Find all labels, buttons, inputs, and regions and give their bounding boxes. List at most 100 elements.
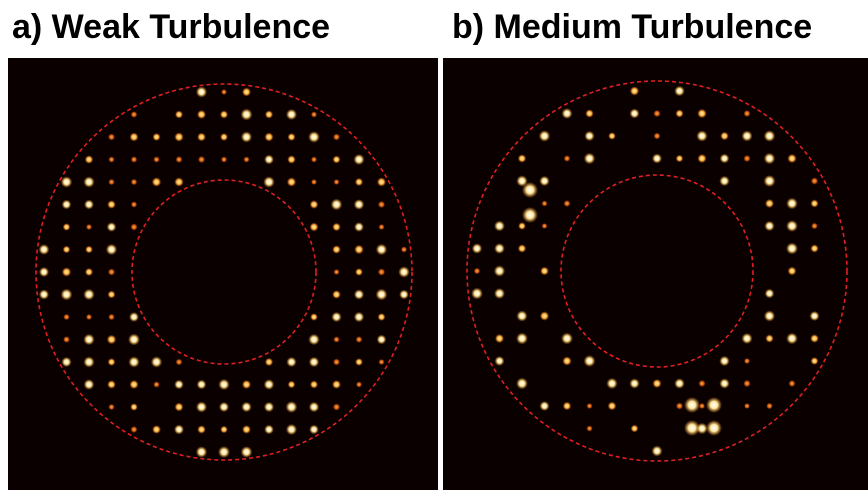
spot: [220, 110, 228, 118]
spot: [539, 130, 551, 142]
spot: [378, 313, 386, 321]
spot: [243, 156, 249, 162]
spot: [62, 200, 72, 210]
spot: [287, 133, 295, 141]
spot: [608, 132, 616, 140]
spot: [108, 358, 116, 366]
spot: [332, 245, 341, 254]
spot: [130, 223, 137, 230]
panel-a-background: [8, 58, 438, 490]
spot: [332, 380, 341, 389]
spot: [584, 153, 596, 165]
spot: [743, 155, 750, 162]
spot: [196, 401, 207, 412]
spot: [541, 200, 547, 206]
spot: [378, 224, 384, 230]
spot: [288, 381, 296, 389]
spot: [377, 177, 386, 186]
spot: [495, 356, 505, 366]
spot: [331, 199, 343, 211]
spot: [152, 133, 160, 141]
spot: [631, 425, 639, 433]
spot: [333, 179, 339, 185]
spot: [684, 397, 700, 413]
spot: [62, 267, 71, 276]
spot: [84, 379, 95, 390]
spot: [220, 426, 228, 434]
spot: [108, 133, 115, 140]
spot: [61, 289, 73, 301]
spot: [196, 446, 207, 457]
spot: [561, 333, 573, 345]
spot: [356, 381, 362, 387]
spot: [311, 156, 317, 162]
spot: [83, 356, 94, 367]
spot: [108, 291, 116, 299]
spot: [241, 109, 253, 121]
spot: [354, 222, 364, 232]
spot: [563, 402, 572, 411]
spot: [697, 109, 707, 119]
spot: [674, 86, 685, 97]
spot: [518, 154, 527, 163]
spot: [472, 243, 482, 253]
spot: [354, 289, 364, 299]
spot: [809, 311, 819, 321]
spot: [265, 358, 273, 366]
spot: [264, 132, 273, 141]
spot: [684, 420, 700, 436]
spot: [106, 244, 117, 255]
spot: [564, 155, 571, 162]
spot: [61, 176, 72, 187]
spot: [174, 132, 183, 141]
spot: [563, 200, 570, 207]
spot: [332, 223, 340, 231]
spot: [652, 153, 662, 163]
spot: [522, 207, 538, 223]
spot: [174, 380, 184, 390]
spot: [494, 265, 505, 276]
spot: [309, 425, 319, 435]
spot: [706, 420, 722, 436]
figure: a) Weak Turbulence b) Medium Turbulence: [0, 0, 868, 492]
spot: [719, 378, 729, 388]
spot: [129, 312, 139, 322]
spot: [399, 290, 409, 300]
spot: [174, 177, 183, 186]
spot: [219, 402, 229, 412]
spot: [286, 357, 296, 367]
spot: [175, 110, 183, 118]
spot: [221, 156, 227, 162]
spot: [786, 220, 798, 232]
spot: [63, 336, 70, 343]
spot: [63, 246, 71, 254]
spot: [333, 269, 339, 275]
spot: [540, 311, 549, 320]
spot: [471, 288, 483, 300]
spot: [264, 155, 274, 165]
spot: [151, 356, 162, 367]
spot: [811, 357, 819, 365]
spot: [331, 312, 341, 322]
spot: [264, 379, 275, 390]
spot: [333, 156, 341, 164]
spot: [398, 266, 409, 277]
spot: [63, 223, 71, 231]
spot: [131, 201, 137, 207]
spot: [706, 397, 722, 413]
panel-title: b) Medium Turbulence: [452, 8, 812, 46]
spot: [608, 402, 617, 411]
spot: [197, 380, 207, 390]
spot: [376, 244, 387, 255]
spot: [764, 130, 776, 142]
spot: [378, 359, 384, 365]
spot: [153, 156, 160, 163]
spot: [241, 131, 252, 142]
spot: [629, 378, 639, 388]
spot: [786, 198, 798, 210]
spot: [787, 154, 796, 163]
spot: [562, 356, 571, 365]
spot: [516, 333, 528, 345]
spot: [108, 268, 115, 275]
spot: [333, 403, 340, 410]
